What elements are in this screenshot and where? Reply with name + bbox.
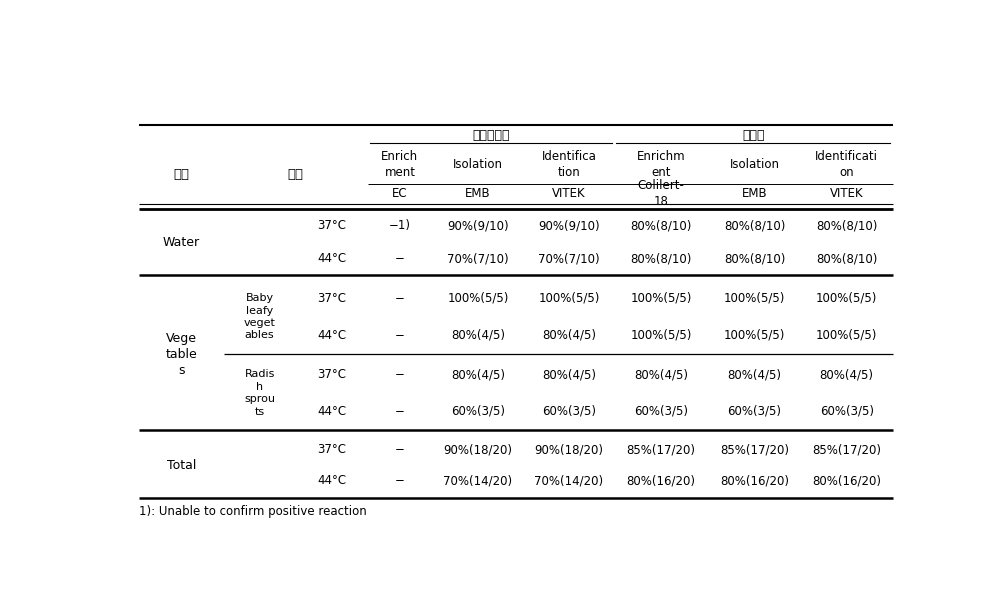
Text: Total: Total [166,459,196,472]
Text: 80%(4/5): 80%(4/5) [818,368,873,381]
Text: 80%(4/5): 80%(4/5) [542,329,596,341]
Text: 80%(4/5): 80%(4/5) [727,368,780,381]
Text: Vege
table
s: Vege table s [165,332,198,378]
Text: Enrichm
ent: Enrichm ent [636,150,685,179]
Text: 100%(5/5): 100%(5/5) [723,329,784,341]
Text: 90%(9/10): 90%(9/10) [446,219,509,232]
Text: Colilert-
18: Colilert- 18 [637,179,684,208]
Text: Identificati
on: Identificati on [814,150,878,179]
Text: 80%(4/5): 80%(4/5) [542,368,596,381]
Text: 1): Unable to confirm positive reaction: 1): Unable to confirm positive reaction [139,505,367,518]
Text: 100%(5/5): 100%(5/5) [815,292,877,305]
Text: 37°C: 37°C [317,368,346,381]
Text: Water: Water [162,236,200,248]
Text: 80%(16/20): 80%(16/20) [626,474,695,487]
Text: 80%(8/10): 80%(8/10) [723,219,784,232]
Text: Radis
h
sprou
ts: Radis h sprou ts [244,370,275,417]
Text: 80%(8/10): 80%(8/10) [815,219,877,232]
Text: 80%(8/10): 80%(8/10) [630,219,691,232]
Text: 60%(3/5): 60%(3/5) [450,405,505,418]
Text: 80%(4/5): 80%(4/5) [450,368,505,381]
Text: −: − [394,368,404,381]
Text: 개선법: 개선법 [741,129,764,141]
Text: 37°C: 37°C [317,444,346,457]
Text: 44°C: 44°C [317,329,346,341]
Text: 100%(5/5): 100%(5/5) [630,329,691,341]
Text: 70%(14/20): 70%(14/20) [443,474,513,487]
Text: Isolation: Isolation [452,158,503,171]
Text: Baby
leafy
veget
ables: Baby leafy veget ables [244,293,275,340]
Text: Isolation: Isolation [729,158,778,171]
Text: 80%(8/10): 80%(8/10) [630,252,691,265]
Text: 70%(7/10): 70%(7/10) [446,252,509,265]
Text: 100%(5/5): 100%(5/5) [723,292,784,305]
Text: −1): −1) [388,219,410,232]
Text: −: − [394,252,404,265]
Text: Enrich
ment: Enrich ment [381,150,418,179]
Text: 80%(8/10): 80%(8/10) [815,252,877,265]
Text: 100%(5/5): 100%(5/5) [630,292,691,305]
Text: 100%(5/5): 100%(5/5) [538,292,599,305]
Text: 100%(5/5): 100%(5/5) [447,292,509,305]
Text: −: − [394,292,404,305]
Text: 60%(3/5): 60%(3/5) [727,405,780,418]
Text: 70%(7/10): 70%(7/10) [538,252,599,265]
Text: 90%(9/10): 90%(9/10) [538,219,599,232]
Text: EMB: EMB [741,187,766,200]
Text: 70%(14/20): 70%(14/20) [534,474,603,487]
Text: 85%(17/20): 85%(17/20) [626,444,695,457]
Text: EC: EC [392,187,407,200]
Text: 85%(17/20): 85%(17/20) [811,444,881,457]
Text: −: − [394,474,404,487]
Text: Identifica
tion: Identifica tion [541,150,596,179]
Text: 90%(18/20): 90%(18/20) [534,444,603,457]
Text: VITEK: VITEK [552,187,585,200]
Text: 온도: 온도 [288,168,304,181]
Text: −: − [394,444,404,457]
Text: 100%(5/5): 100%(5/5) [815,329,877,341]
Text: 37°C: 37°C [317,292,346,305]
Text: 시료: 시료 [174,168,190,181]
Text: 식품공전법: 식품공전법 [471,129,510,141]
Text: 80%(8/10): 80%(8/10) [723,252,784,265]
Text: −: − [394,405,404,418]
Text: 44°C: 44°C [317,405,346,418]
Text: 60%(3/5): 60%(3/5) [634,405,687,418]
Text: 90%(18/20): 90%(18/20) [443,444,512,457]
Text: 85%(17/20): 85%(17/20) [719,444,788,457]
Text: 60%(3/5): 60%(3/5) [542,405,596,418]
Text: 60%(3/5): 60%(3/5) [818,405,873,418]
Text: 80%(16/20): 80%(16/20) [811,474,881,487]
Text: −: − [394,329,404,341]
Text: 44°C: 44°C [317,474,346,487]
Text: 80%(16/20): 80%(16/20) [719,474,788,487]
Text: 80%(4/5): 80%(4/5) [634,368,687,381]
Text: EMB: EMB [464,187,490,200]
Text: 44°C: 44°C [317,252,346,265]
Text: 80%(4/5): 80%(4/5) [450,329,505,341]
Text: VITEK: VITEK [829,187,863,200]
Text: 37°C: 37°C [317,219,346,232]
